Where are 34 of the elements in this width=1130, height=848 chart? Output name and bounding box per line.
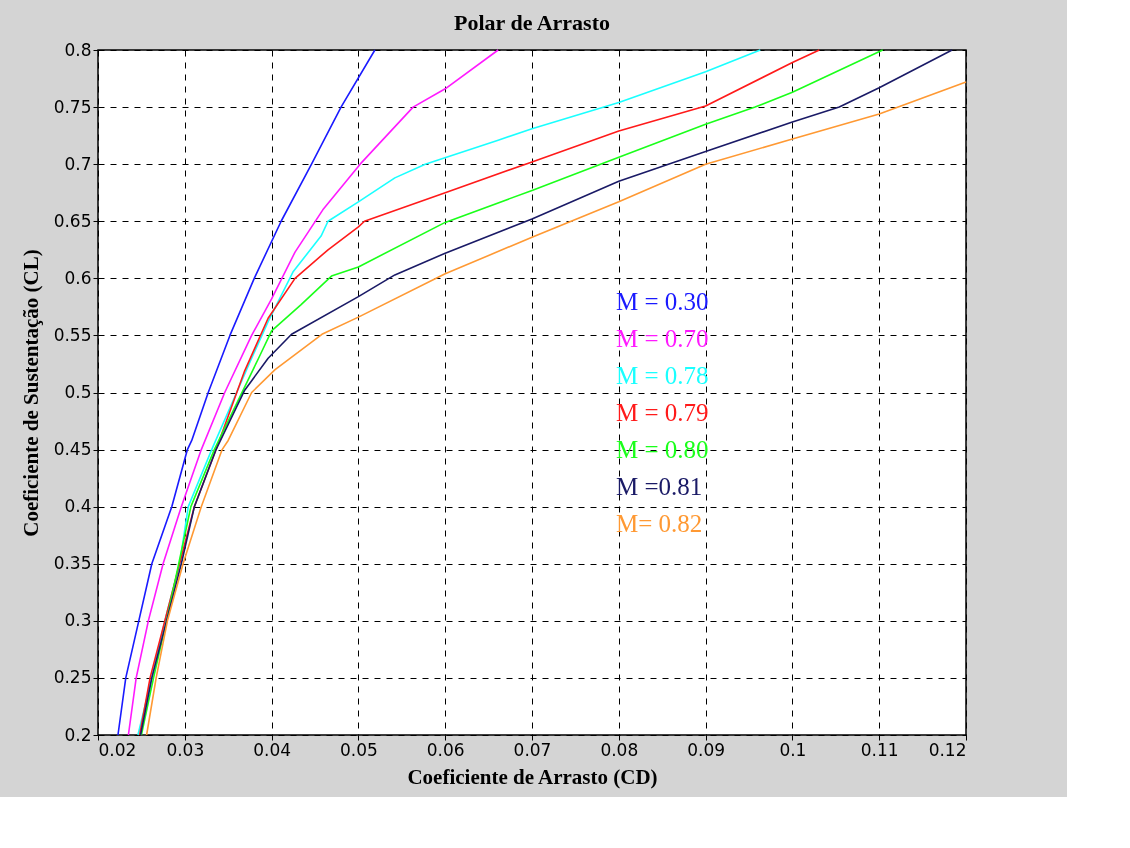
y-tick-label: 0.6 <box>64 267 92 288</box>
x-tick-label: 0.03 <box>166 739 205 760</box>
text: M = 0.78 <box>616 362 709 389</box>
chart-title: Polar de Arrasto <box>453 10 611 35</box>
line-series <box>127 49 499 736</box>
y-tick-label: 0.4 <box>64 496 92 517</box>
y-tick-label: 0.75 <box>53 96 92 117</box>
y-tick-label: 0.5 <box>64 382 92 402</box>
x-tick-label: 0.09 <box>687 739 726 760</box>
y-tick-label: 0.2 <box>64 724 92 745</box>
x-tick-label: 0.1 <box>779 739 807 760</box>
x-tick-label: 0.07 <box>513 739 552 760</box>
x-tick-label: 0.02 <box>98 739 137 760</box>
y-tick-label: 0.25 <box>53 667 92 688</box>
y-tick-label: 0.65 <box>53 210 92 231</box>
y-axis-title: Coeficiente de Sustentação (CL) <box>18 249 43 537</box>
y-tick-label: 0.35 <box>53 553 92 574</box>
y-tick-label: 0.55 <box>53 324 92 345</box>
x-axis-title: Coeficiente de Arrasto (CD) <box>407 764 658 789</box>
text: M =0.81 <box>616 473 703 500</box>
x-tick-label: 0.12 <box>928 739 967 760</box>
y-tick-label: 0.7 <box>64 153 92 174</box>
line-series <box>117 49 376 736</box>
text: M = 0.79 <box>616 399 709 426</box>
y-tick-label: 0.3 <box>64 610 92 631</box>
y-tick-label: 0.8 <box>64 39 92 60</box>
text: M= 0.82 <box>616 510 703 537</box>
x-tick-label: 0.05 <box>339 739 378 760</box>
y-tick-label: 0.45 <box>53 439 92 460</box>
x-tick-label: 0.11 <box>860 739 899 760</box>
x-tick-label: 0.08 <box>600 739 639 760</box>
text: M = 0.30 <box>616 288 709 315</box>
x-tick-label: 0.06 <box>426 739 465 760</box>
x-tick-label: 0.04 <box>253 739 292 760</box>
